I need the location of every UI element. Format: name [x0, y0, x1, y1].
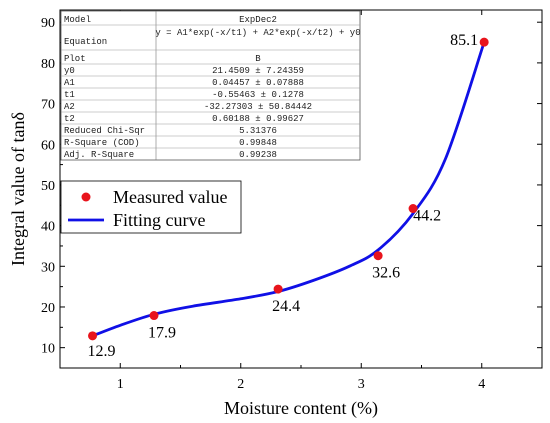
measured-point: [479, 37, 489, 47]
x-axis-title: Moisture content (%): [224, 398, 378, 419]
y-tick-label: 80: [41, 57, 55, 72]
data-label: 17.9: [148, 325, 176, 342]
fit-table-value: -0.55463 ± 0.1278: [212, 90, 304, 100]
fit-table-value: 0.99238: [239, 150, 277, 160]
fit-table-key: Adj. R-Square: [64, 150, 134, 160]
fit-table-value: -32.27303 ± 50.84442: [204, 102, 312, 112]
fit-table-value: 5.31376: [239, 126, 277, 136]
fit-table: Model ExpDec2 Equation y = A1*exp(-x/t1) + …: [60, 10, 361, 161]
y-tick-label: 40: [41, 220, 55, 235]
x-tick-label: 2: [237, 377, 244, 392]
fit-table-value: y = A1*exp(-x/t1) + A2*exp(-x/t2) + y0: [155, 28, 360, 38]
legend-marker-measured: [81, 192, 91, 202]
fit-table-key: A1: [64, 78, 75, 88]
data-label: 44.2: [413, 208, 441, 225]
fit-table-key: R-Square (COD): [64, 138, 140, 148]
data-label: 24.4: [272, 298, 300, 315]
data-label: 12.9: [88, 343, 116, 360]
y-tick-label: 10: [41, 342, 55, 357]
fit-table-key: Equation: [64, 37, 107, 47]
data-label: 32.6: [372, 265, 400, 282]
y-tick-label: 30: [41, 260, 55, 275]
fit-table-value: 0.99848: [239, 138, 277, 148]
series-layer: 12.9 17.9 24.4 32.6 44.2 85.1: [88, 32, 489, 360]
fit-table-value: 0.04457 ± 0.07888: [212, 78, 304, 88]
measured-point: [88, 331, 98, 341]
legend-label-measured: Measured value: [113, 187, 227, 207]
fit-table-value: B: [255, 54, 261, 64]
measured-point: [373, 251, 383, 261]
measured-point: [273, 284, 283, 294]
fit-table-frame: [60, 10, 361, 161]
y-tick-label: 90: [41, 16, 55, 31]
y-tick-label: 60: [41, 138, 55, 153]
x-tick-label: 4: [478, 377, 485, 392]
fit-table-key: y0: [64, 66, 75, 76]
measured-point: [149, 311, 159, 321]
fit-table-key: Reduced Chi-Sqr: [64, 126, 145, 136]
fit-table-value: 0.60188 ± 0.99627: [212, 114, 304, 124]
fit-table-key: t1: [64, 90, 75, 100]
x-tick-label: 1: [117, 377, 124, 392]
fit-table-key: t2: [64, 114, 75, 124]
legend: Measured value Fitting curve: [60, 180, 242, 234]
y-tick-label: 50: [41, 179, 55, 194]
fit-table-value: 21.4509 ± 7.24359: [212, 66, 304, 76]
x-tick-label: 3: [358, 377, 365, 392]
fit-table-value: ExpDec2: [239, 15, 277, 25]
measured-point: [408, 204, 418, 214]
y-tick-label: 70: [41, 98, 55, 113]
y-axis-title: Integral value of tanδ: [8, 112, 28, 266]
legend-box: [60, 180, 242, 234]
fit-table-key: A2: [64, 102, 75, 112]
data-label: 85.1: [450, 32, 478, 49]
fit-table-key: Model: [64, 15, 91, 25]
y-tick-label: 20: [41, 301, 55, 316]
fit-table-key: Plot: [64, 54, 86, 64]
legend-label-fitting: Fitting curve: [113, 210, 206, 230]
